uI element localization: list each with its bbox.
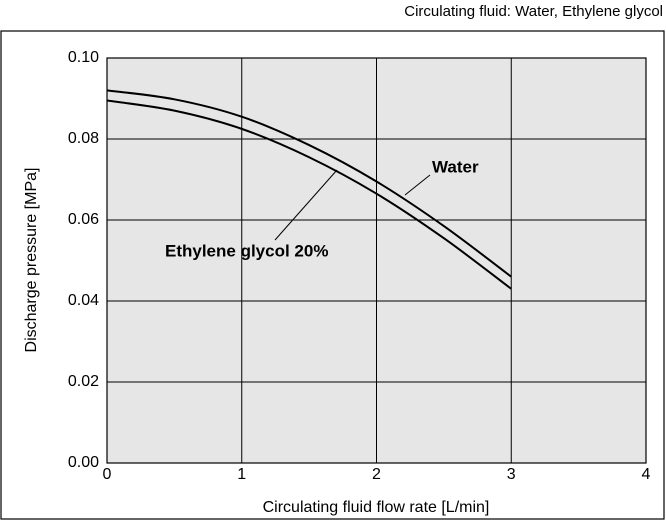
x-tick-label: 2 — [372, 466, 381, 483]
leader-line — [404, 174, 431, 196]
y-tick-label: 0.10 — [68, 49, 99, 66]
x-tick-label: 4 — [642, 466, 651, 483]
y-tick-label: 0.08 — [68, 130, 99, 147]
y-tick-label: 0.04 — [68, 292, 99, 309]
leader-line — [274, 169, 338, 241]
series-line — [106, 89, 512, 278]
y-axis-label: Discharge pressure [MPa] — [23, 168, 40, 353]
series-line — [106, 99, 512, 290]
y-tick-label: 0.06 — [68, 211, 99, 228]
y-tick-label: 0.02 — [68, 373, 99, 390]
series-label: Ethylene glycol 20% — [165, 241, 328, 260]
subtitle: Circulating fluid: Water, Ethylene glyco… — [404, 3, 663, 20]
series-label: Water — [432, 157, 479, 176]
frame — [0, 30, 665, 520]
y-tick-label: 0.00 — [68, 454, 99, 471]
x-tick-label: 3 — [507, 466, 516, 483]
x-tick-label: 1 — [237, 466, 246, 483]
x-axis-label: Circulating fluid flow rate [L/min] — [263, 499, 490, 516]
x-tick-label: 0 — [103, 466, 112, 483]
